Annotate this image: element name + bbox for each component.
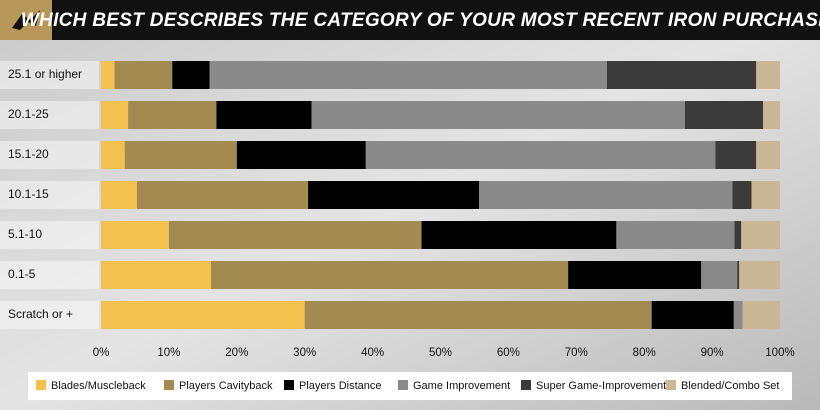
bar-segment xyxy=(101,261,211,289)
bar-segment xyxy=(715,141,757,169)
bar-segment xyxy=(684,101,764,129)
bar-segment xyxy=(101,301,305,329)
y-tick-label: 20.1-25 xyxy=(8,107,49,121)
bar-segment xyxy=(210,261,569,289)
bar-segment xyxy=(209,61,607,89)
y-tick-label: 10.1-15 xyxy=(8,187,49,201)
bar-segment xyxy=(734,221,742,249)
bar-segment xyxy=(568,261,702,289)
bar-segment xyxy=(751,181,780,209)
x-tick-label: 40% xyxy=(361,347,384,359)
bar-segment xyxy=(479,181,733,209)
bar-segment xyxy=(733,301,743,329)
y-tick-label: 0.1-5 xyxy=(8,267,36,281)
legend-label: Players Cavityback xyxy=(179,380,273,392)
bar-segment xyxy=(606,61,757,89)
y-tick-label: 15.1-20 xyxy=(8,147,49,161)
x-tick-label: 50% xyxy=(429,347,452,359)
bar-segment xyxy=(701,261,738,289)
bar-segment xyxy=(308,181,480,209)
x-tick-label: 90% xyxy=(701,347,724,359)
bar-segment xyxy=(311,101,685,129)
legend-swatch xyxy=(164,380,174,390)
chart-title: WHICH BEST DESCRIBES THE CATEGORY OF YOU… xyxy=(21,10,820,31)
bar-segment xyxy=(128,101,217,129)
bar-segment xyxy=(304,301,652,329)
category-label-bg xyxy=(0,301,99,329)
bar-segment xyxy=(101,101,129,129)
bar-segment xyxy=(101,61,115,89)
x-tick-label: 80% xyxy=(633,347,656,359)
bar-segment xyxy=(742,301,780,329)
bar-segment xyxy=(763,101,780,129)
bar-segment xyxy=(101,221,169,249)
bar-segment xyxy=(616,221,735,249)
category-label-bg xyxy=(0,221,99,249)
bar-segment xyxy=(651,301,734,329)
category-label-bg xyxy=(0,61,99,89)
bar-segment xyxy=(756,141,780,169)
bar-segment xyxy=(172,61,210,89)
bar-segment xyxy=(114,61,173,89)
y-tick-label: 25.1 or higher xyxy=(8,67,82,81)
legend-swatch xyxy=(666,380,676,390)
category-label-bg xyxy=(0,141,99,169)
bar-segment xyxy=(236,141,366,169)
bar-segment xyxy=(101,181,137,209)
bar-segment xyxy=(136,181,309,209)
y-tick-label: Scratch or + xyxy=(8,307,73,321)
x-tick-label: 10% xyxy=(157,347,180,359)
x-tick-label: 30% xyxy=(293,347,316,359)
legend-label: Game Improvement xyxy=(413,380,510,392)
legend-label: Super Game-Improvement xyxy=(536,380,666,392)
x-tick-label: 100% xyxy=(765,347,794,359)
bar-segment xyxy=(732,181,752,209)
x-tick-label: 20% xyxy=(225,347,248,359)
bar-segment xyxy=(756,61,780,89)
y-tick-label: 5.1-10 xyxy=(8,227,42,241)
x-tick-label: 70% xyxy=(565,347,588,359)
bar-segment xyxy=(101,141,125,169)
bar-segment xyxy=(365,141,716,169)
legend-box xyxy=(28,372,792,400)
bar-segment xyxy=(737,261,740,289)
legend-swatch xyxy=(36,380,46,390)
category-label-bg xyxy=(0,101,99,129)
legend-swatch xyxy=(284,380,294,390)
category-label-bg xyxy=(0,261,99,289)
legend-label: Blades/Muscleback xyxy=(51,380,146,392)
x-tick-label: 0% xyxy=(93,347,110,359)
bar-segment xyxy=(216,101,312,129)
bar-segment xyxy=(741,221,780,249)
bar-segment xyxy=(168,221,422,249)
logo-mark xyxy=(12,10,40,30)
category-label-bg xyxy=(0,181,99,209)
bar-segment xyxy=(124,141,237,169)
x-tick-label: 60% xyxy=(497,347,520,359)
header-bar xyxy=(0,0,820,40)
legend-swatch xyxy=(521,380,531,390)
bar-segment xyxy=(739,261,780,289)
legend-swatch xyxy=(398,380,408,390)
bar-segment xyxy=(421,221,617,249)
legend-label: Blended/Combo Set xyxy=(681,380,779,392)
legend-label: Players Distance xyxy=(299,380,382,392)
